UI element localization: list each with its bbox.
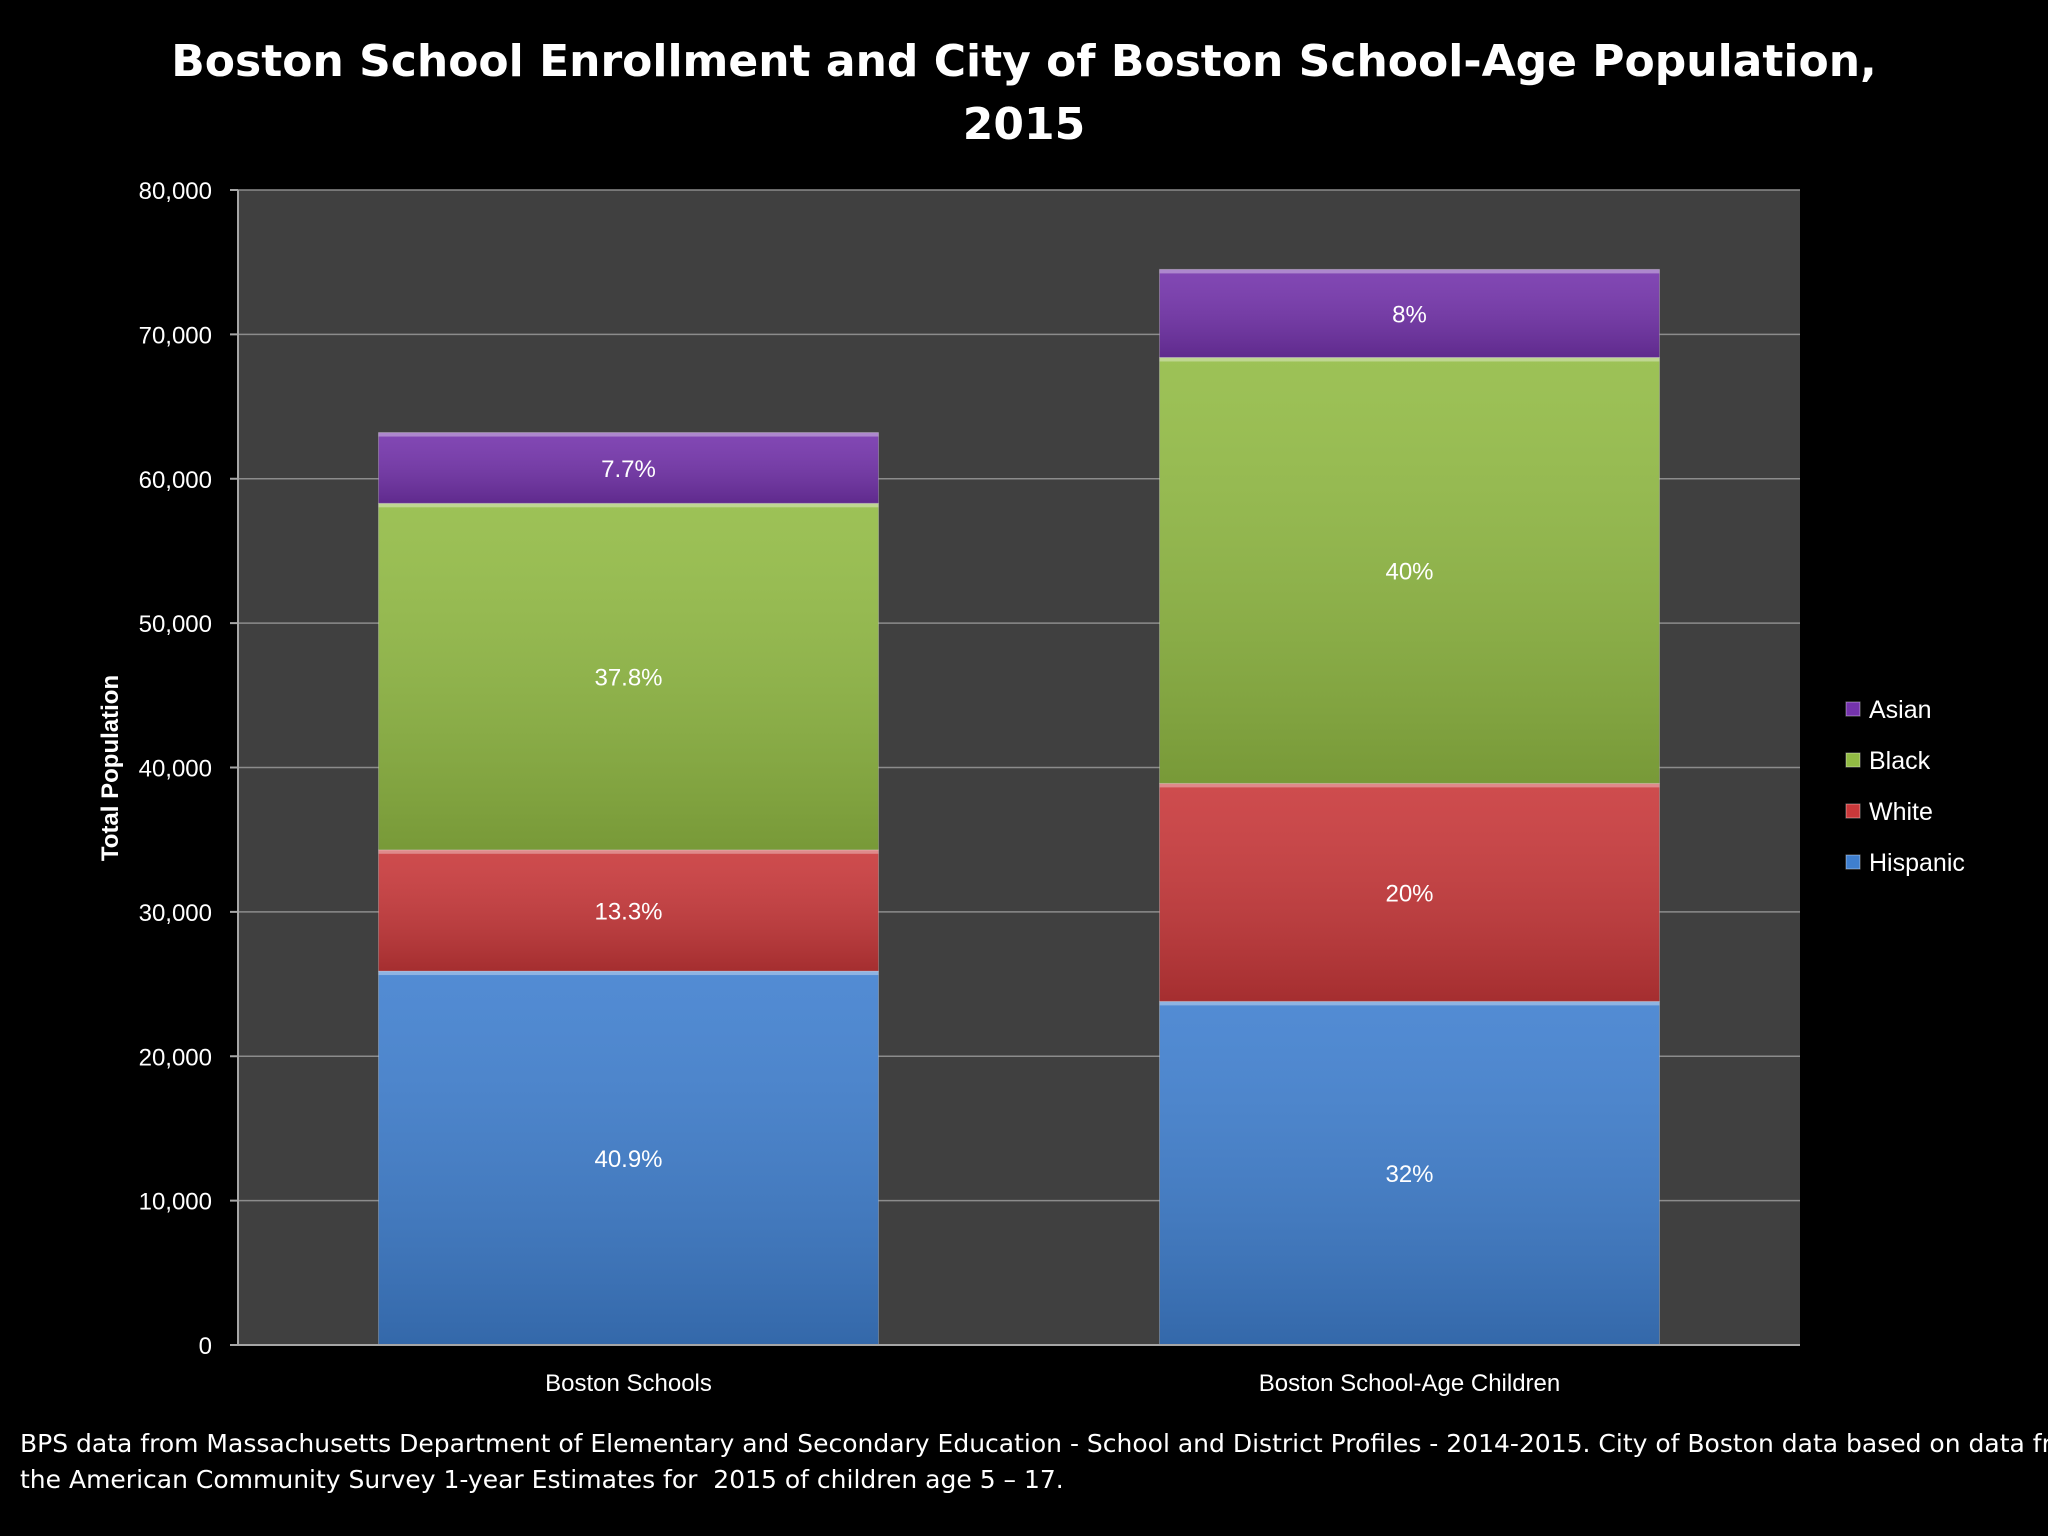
legend-label: Hispanic: [1869, 849, 1965, 877]
stacked-bar-chart: 0 10,000 20,000 30,000 40,000 50,000 60,000 70,…: [97, 178, 1965, 1397]
legend-swatch: [1845, 701, 1861, 717]
data-labels: 40.9% 13.3% 37.8% 7.7% 32% 20% 40% 8%: [594, 301, 1433, 1188]
x-tick-label: Boston School-Age Children: [1259, 1370, 1561, 1397]
bar-segment-black: [378, 502, 879, 851]
bar-segment-black: [1159, 356, 1660, 784]
bars: [378, 268, 1660, 1346]
bar-shading: [378, 971, 879, 1345]
bar-segment-hispanic: [378, 970, 879, 1346]
bar-shading: [1159, 357, 1660, 784]
legend-label: White: [1869, 798, 1933, 826]
chart-title-line-1: Boston School Enrollment and City of Bos…: [171, 36, 1877, 87]
footnote-line-1: BPS data from Massachusetts Department o…: [20, 1429, 2048, 1458]
bar-segment-hispanic: [1159, 1000, 1660, 1346]
legend-swatch: [1845, 803, 1861, 819]
y-axis-ticks: 0 10,000 20,000 30,000 40,000 50,000 60,000 70,…: [139, 178, 238, 1360]
bar-shading: [378, 849, 879, 972]
legend-item-hispanic: Hispanic: [1845, 849, 1965, 877]
chart-title-line-2: 2015: [962, 99, 1086, 150]
data-label: 20%: [1385, 880, 1433, 907]
data-label: 8%: [1392, 301, 1427, 328]
bar-shading: [1159, 1001, 1660, 1345]
y-tick-label: 60,000: [139, 467, 212, 494]
legend: Asian Black White Hispanic: [1845, 696, 1965, 877]
x-tick-label: Boston Schools: [545, 1370, 712, 1397]
data-label: 40%: [1385, 558, 1433, 585]
y-tick-label: 30,000: [139, 900, 212, 927]
bar-segment-white: [378, 849, 879, 972]
footnote: BPS data from Massachusetts Department o…: [20, 1426, 2048, 1498]
legend-label: Black: [1869, 747, 1931, 775]
footnote-line-2: the American Community Survey 1-year Est…: [20, 1465, 1064, 1494]
legend-label: Asian: [1869, 696, 1932, 724]
y-tick-label: 40,000: [139, 756, 212, 783]
bar-segment-asian: [1159, 268, 1660, 358]
y-tick-label: 50,000: [139, 611, 212, 638]
data-label: 13.3%: [594, 898, 662, 925]
bar-shading: [378, 432, 879, 504]
legend-item-asian: Asian: [1845, 696, 1932, 724]
bar-highlight: [1159, 269, 1660, 274]
data-label: 7.7%: [601, 456, 656, 483]
legend-item-black: Black: [1845, 747, 1931, 775]
bar-shading: [1159, 783, 1660, 1002]
x-axis-ticks: Boston Schools Boston School-Age Children: [545, 1370, 1560, 1397]
data-label: 32%: [1385, 1161, 1433, 1188]
bar-highlight: [378, 971, 879, 976]
data-label: 37.8%: [594, 665, 662, 692]
y-tick-label: 10,000: [139, 1189, 212, 1216]
bar-segment-white: [1159, 782, 1660, 1002]
y-tick-label: 20,000: [139, 1044, 212, 1071]
bar-highlight: [1159, 1001, 1660, 1006]
bar-shading: [378, 503, 879, 850]
bar-shading: [1159, 269, 1660, 358]
chart-title: Boston School Enrollment and City of Bos…: [0, 30, 2048, 156]
bar-highlight: [1159, 783, 1660, 788]
legend-item-white: White: [1845, 798, 1933, 826]
legend-swatch: [1845, 854, 1861, 870]
bar-highlight: [1159, 357, 1660, 362]
y-tick-label: 0: [199, 1333, 212, 1360]
bar-segment-asian: [378, 432, 879, 504]
bar-highlight: [378, 849, 879, 854]
y-tick-label: 70,000: [139, 322, 212, 349]
y-tick-label: 80,000: [139, 178, 212, 205]
legend-swatch: [1845, 752, 1861, 768]
bar-highlight: [378, 432, 879, 437]
data-label: 40.9%: [594, 1146, 662, 1173]
bar-highlight: [378, 503, 879, 508]
y-axis-label: Total Population: [97, 675, 124, 861]
